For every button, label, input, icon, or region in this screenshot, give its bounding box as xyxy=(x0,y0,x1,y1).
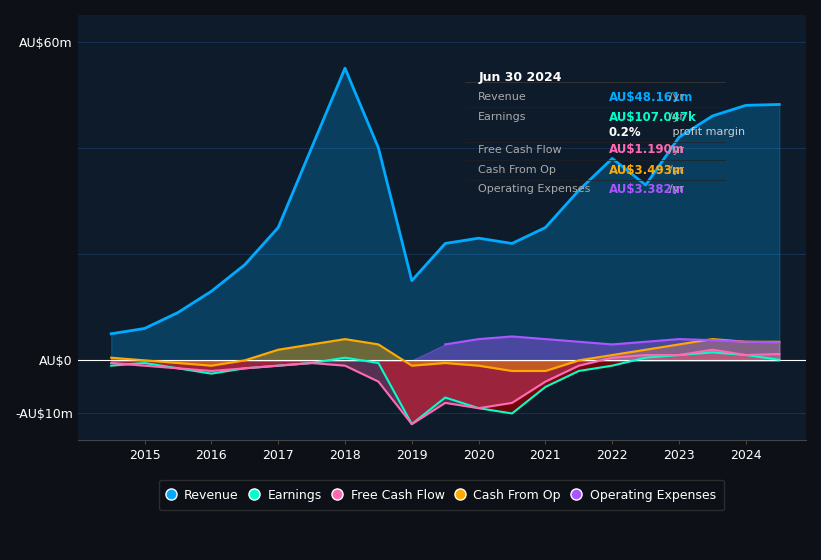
Text: /yr: /yr xyxy=(669,113,684,123)
Text: /yr: /yr xyxy=(669,165,684,175)
Text: profit margin: profit margin xyxy=(669,127,745,137)
Text: Jun 30 2024: Jun 30 2024 xyxy=(479,71,562,83)
Text: Earnings: Earnings xyxy=(479,113,527,123)
Text: AU$48.161m: AU$48.161m xyxy=(609,91,693,104)
Text: AU$3.493m: AU$3.493m xyxy=(609,164,685,176)
Text: Revenue: Revenue xyxy=(479,92,527,102)
Text: /yr: /yr xyxy=(669,184,684,194)
Text: Cash From Op: Cash From Op xyxy=(479,165,556,175)
Text: 0.2%: 0.2% xyxy=(609,125,641,139)
Text: AU$3.382m: AU$3.382m xyxy=(609,183,685,195)
Text: /yr: /yr xyxy=(669,92,684,102)
Text: AU$107.047k: AU$107.047k xyxy=(609,111,696,124)
Legend: Revenue, Earnings, Free Cash Flow, Cash From Op, Operating Expenses: Revenue, Earnings, Free Cash Flow, Cash … xyxy=(159,480,724,510)
Text: AU$1.190m: AU$1.190m xyxy=(609,143,685,156)
Text: /yr: /yr xyxy=(669,144,684,155)
Text: Operating Expenses: Operating Expenses xyxy=(479,184,591,194)
Text: Free Cash Flow: Free Cash Flow xyxy=(479,144,562,155)
